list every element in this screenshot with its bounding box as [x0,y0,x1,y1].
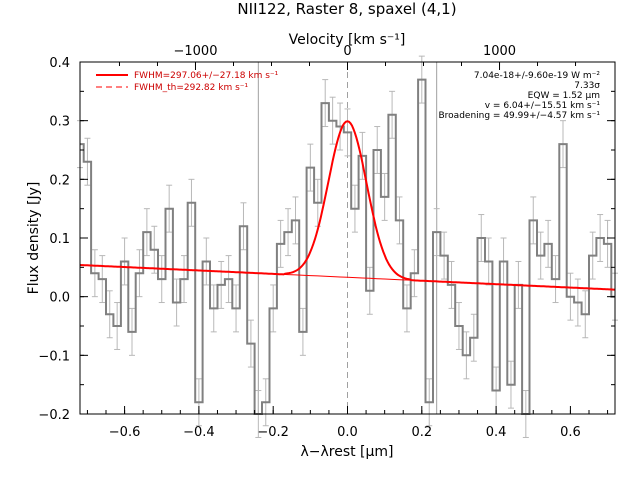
top-tick-label: 1000 [483,44,516,59]
legend-label-fwhm: FWHM=297.06+/−27.18 km s⁻¹ [134,71,279,81]
gaussian-fit-line [79,120,615,291]
y-tick-label: −0.1 [38,349,70,364]
x-tick-label: −0.6 [109,425,141,440]
annotation-line: v = 6.04+/−15.51 km s⁻¹ [485,101,601,111]
x-tick-label: 0.6 [560,425,581,440]
annotation-line: Broadening = 49.99+/−4.57 km s⁻¹ [439,111,601,121]
top-tick-label: 0 [343,44,351,59]
y-tick-label: −0.2 [38,408,70,423]
x-tick-label: 0.0 [337,425,358,440]
axes: −0.6 −0.4 −0.2 0.0 0.2 0.4 0.6 −1000 0 1000 −0.2 −0… [38,44,616,440]
annotation-line: 7.04e-18+/-9.60e-19 W m⁻² [474,71,601,81]
y-axis-label: Flux density [Jy] [26,182,42,295]
x-tick-label: 0.2 [411,425,432,440]
annotation-line: 7.33σ [574,81,600,91]
annotation-line: EQW = 1.52 μm [528,91,600,101]
chart-title: NII122, Raster 8, spaxel (4,1) [237,0,456,18]
y-tick-label: 0.0 [49,291,70,306]
x-tick-label: 0.4 [486,425,507,440]
top-axis-label: Velocity [km s⁻¹] [289,32,406,48]
x-axis-label: λ−λrest [μm] [300,444,393,460]
y-tick-label: 0.2 [49,173,70,188]
legend-label-fwhm-th: FWHM_th=292.82 km s⁻¹ [134,83,249,93]
top-tick-label: −1000 [173,44,217,59]
y-tick-label: 0.4 [49,56,70,71]
y-tick-label: 0.3 [49,115,70,130]
y-tick-label: 0.1 [49,232,70,247]
x-tick-label: −0.2 [257,425,289,440]
x-tick-label: −0.4 [183,425,215,440]
legend: FWHM=297.06+/−27.18 km s⁻¹ FWHM_th=292.82… [96,71,279,93]
